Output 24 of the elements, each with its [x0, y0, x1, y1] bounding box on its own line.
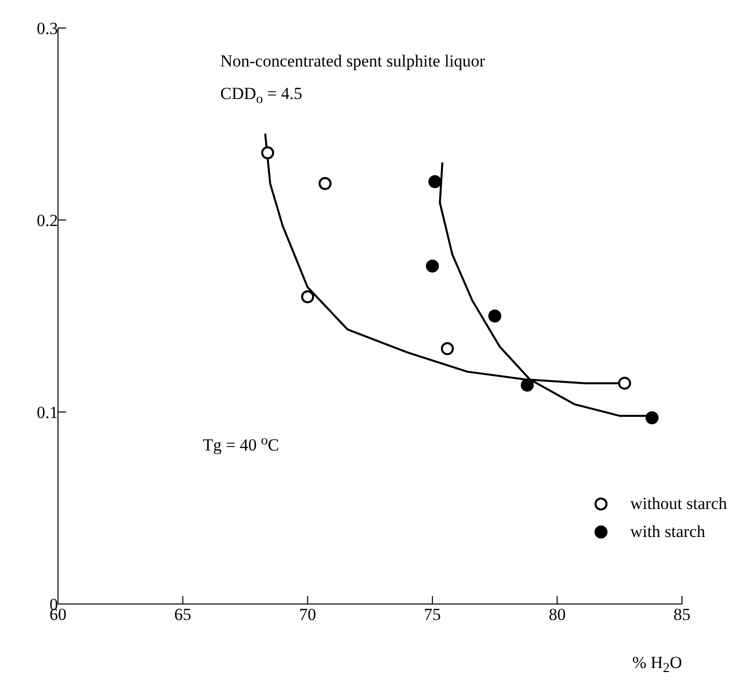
x-tick-label: 65 [174, 605, 192, 624]
point [646, 411, 659, 424]
legend-label: without starch [630, 493, 727, 515]
annotation: Tg = 40 $^{o}$C [202, 432, 280, 454]
legend-label: with starch [630, 521, 706, 543]
point [440, 342, 454, 356]
y-tick-label: 0.2 [36, 211, 58, 230]
x-tick-label: 70 [299, 605, 316, 624]
point [428, 175, 442, 188]
point [618, 376, 632, 390]
x-tick-label: 75 [424, 605, 441, 624]
point [301, 290, 314, 304]
y-tick-label: 0.3 [36, 19, 58, 38]
point [426, 260, 439, 273]
x-axis-title: % H$_{2}$O [632, 653, 682, 676]
point [520, 378, 534, 392]
point [261, 146, 274, 160]
x-tick-label: 85 [674, 605, 690, 624]
point [318, 177, 332, 190]
point [488, 310, 502, 322]
y-tick-label: 0.1 [36, 403, 58, 422]
x-tick-label: 80 [548, 605, 566, 624]
annotation: CDD$_{o}$ = 4.5 [220, 84, 302, 106]
annotation: Non-concentrated spent sulphite liquor [220, 51, 486, 70]
